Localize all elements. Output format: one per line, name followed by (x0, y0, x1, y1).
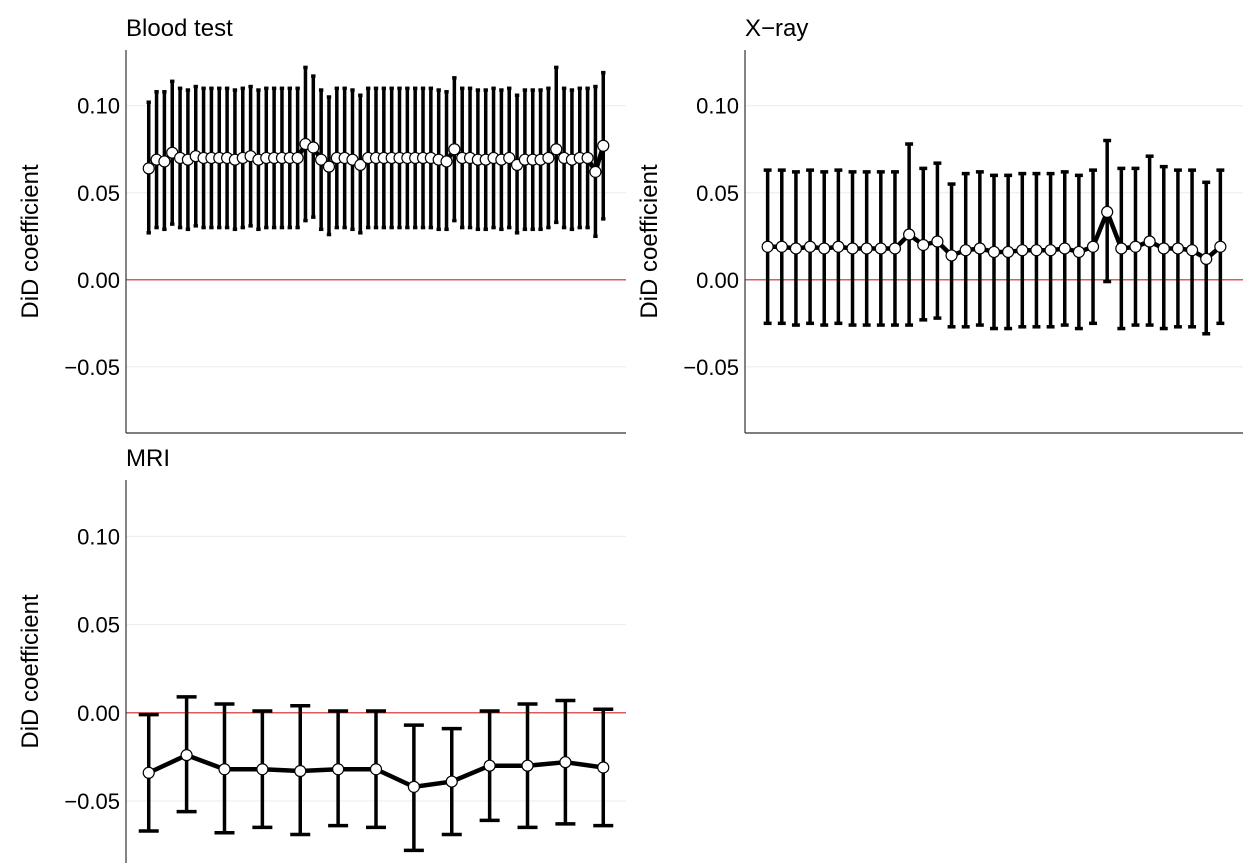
panel-title: MRI (126, 445, 170, 472)
point (180, 749, 193, 762)
point (1058, 242, 1071, 255)
point (917, 238, 930, 252)
point (846, 242, 859, 255)
y-tick-label: −0.05 (64, 789, 120, 814)
point (1214, 240, 1227, 253)
point (1044, 244, 1057, 257)
y-tick-label: 0.05 (77, 181, 120, 206)
point (803, 240, 817, 253)
point (521, 759, 534, 772)
point (1072, 245, 1085, 259)
point (589, 165, 602, 178)
point (1030, 244, 1043, 257)
y-axis-label: DiD coefficient (636, 164, 663, 319)
point (315, 153, 328, 166)
point (1129, 240, 1142, 253)
point (1143, 235, 1156, 248)
point (142, 162, 155, 175)
point (597, 139, 610, 152)
point (931, 235, 944, 248)
point (291, 151, 304, 165)
point (832, 240, 845, 253)
point (987, 245, 1001, 259)
point (559, 756, 572, 769)
point (322, 160, 336, 173)
point (1086, 240, 1100, 253)
point (550, 143, 563, 156)
point (597, 761, 610, 774)
point (369, 763, 383, 776)
y-axis-label: DiD coefficient (17, 164, 44, 319)
y-tick-label: 0.05 (77, 613, 120, 638)
point (542, 151, 555, 165)
point (158, 155, 171, 168)
point (332, 763, 345, 776)
point (1157, 242, 1170, 255)
point (818, 242, 831, 255)
point (294, 764, 307, 778)
point (860, 242, 873, 255)
y-tick-label: 0.10 (696, 94, 739, 119)
point (1185, 244, 1199, 257)
point (445, 775, 458, 788)
point (407, 780, 420, 793)
point (945, 249, 958, 262)
point (448, 143, 461, 156)
panel-title: X−ray (745, 15, 808, 42)
point (142, 766, 155, 779)
point (903, 228, 916, 241)
y-axis-label: DiD coefficient (17, 594, 44, 749)
point (1115, 242, 1128, 255)
point (1200, 252, 1213, 266)
point (959, 244, 972, 257)
point (1016, 244, 1029, 257)
point (581, 151, 594, 165)
point (888, 242, 902, 255)
point (354, 158, 367, 171)
y-tick-label: 0.00 (77, 701, 120, 726)
point (483, 759, 496, 772)
panel-title: Blood test (126, 15, 233, 42)
point (775, 240, 788, 253)
y-tick-label: 0.10 (77, 94, 120, 119)
point (256, 763, 269, 776)
point (874, 242, 887, 255)
point (307, 141, 320, 154)
y-tick-label: −0.05 (683, 355, 739, 380)
y-tick-label: 0.05 (696, 181, 739, 206)
point (1171, 242, 1185, 255)
point (503, 151, 516, 165)
point (218, 763, 231, 776)
point (973, 242, 986, 255)
point (789, 242, 803, 255)
error-bar (593, 84, 598, 239)
y-tick-label: 0.00 (696, 268, 739, 293)
point (1002, 245, 1015, 259)
point (761, 240, 774, 253)
y-tick-label: 0.00 (77, 268, 120, 293)
y-tick-label: −0.05 (64, 355, 120, 380)
point (440, 155, 453, 168)
point (1101, 205, 1114, 219)
y-tick-label: 0.10 (77, 524, 120, 549)
